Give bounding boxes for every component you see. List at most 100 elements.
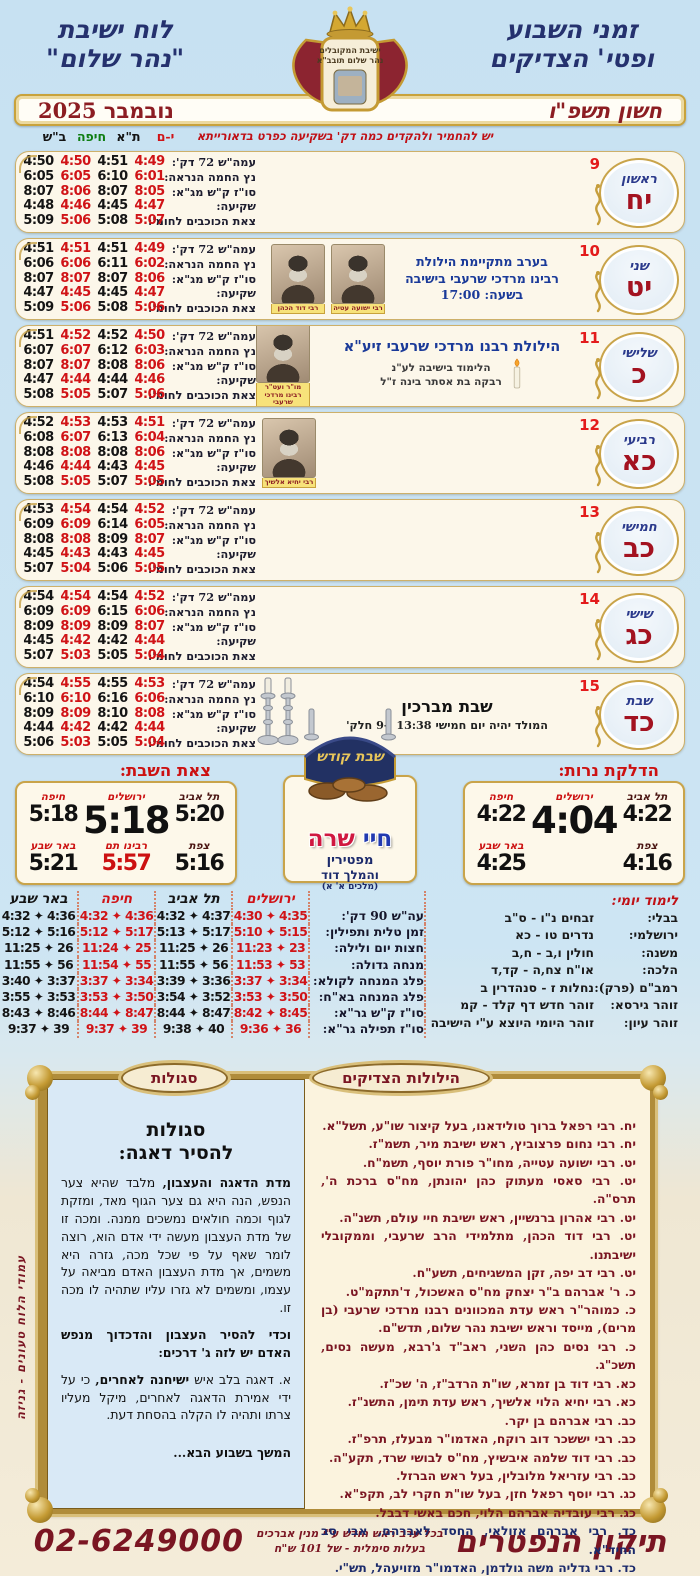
day-badge: רביעי כא	[599, 419, 679, 489]
zmanim-row: עמה"ש 72 דק': 4:50 4:52 4:52 4:51	[20, 328, 256, 344]
zman-label: שקיעה:	[216, 721, 256, 736]
time-jerusalem: 8:06	[134, 444, 165, 460]
zmanim-times: עמה"ש 72 דק': 4:52 4:54 4:54 4:54 נץ החמ…	[16, 587, 256, 667]
zmanim-row: סו"ז ק"ש מג"א: 8:06 8:08 8:07 8:07	[20, 357, 256, 374]
hebrew-date: כא	[621, 445, 657, 477]
range-jerusalem: 11:23 ✦ 23	[231, 940, 308, 957]
day-name: חמישי	[621, 519, 657, 535]
gold-flourish-icon	[590, 184, 606, 230]
time-telaviv: 6:11	[97, 255, 128, 271]
time-jerusalem: 4:46	[134, 372, 165, 388]
time-beersheva: 8:07	[23, 357, 54, 373]
gold-flourish-icon	[590, 706, 606, 752]
zmanim-row: עמה"ש 72 דק': 4:52 4:54 4:54 4:53	[20, 502, 256, 518]
title-right-line1: זמני השבוע	[505, 15, 638, 44]
time-telaviv: 5:05	[97, 648, 128, 664]
time-telaviv: 8:08	[97, 357, 128, 373]
header-haifa: חיפה	[77, 891, 154, 907]
time-telaviv: 4:42	[97, 633, 128, 649]
header-jerusalem: ירושלים	[231, 891, 308, 907]
zman-label: עמה"ש 72 דק':	[171, 242, 256, 256]
segulot-continuation: המשך בשבוע הבא...	[173, 1445, 291, 1461]
hilula-item: יט. רבי דוד הכהן, מתלמידי הרב שרעבי, וממ…	[321, 1228, 636, 1262]
time-jerusalem: 6:04	[134, 429, 165, 445]
study-row: ירושלמי: נדרים טו - כא	[426, 926, 678, 943]
gold-flourish-icon	[590, 358, 606, 404]
study-value: חולין ו,ב - ח,ב	[511, 944, 594, 960]
hebrew-date: כב	[623, 532, 655, 564]
week-table-row: זמן טלית ותפילין: 5:10 ✦ 5:15 5:13 ✦ 5:1…	[0, 924, 426, 941]
range-haifa: 5:12 ✦ 5:17	[77, 924, 154, 941]
city-time-cell: חיפה 5:18	[23, 791, 83, 838]
haftara-text: והמלך דוד	[321, 868, 379, 882]
hilula-item: כב. רבי עזריאל מלובלין, בעל ראש הברזל.	[396, 1467, 636, 1483]
day-content	[256, 152, 588, 232]
week-table-body: עה"ש 90 דק': 4:30 ✦ 4:35 4:32 ✦ 4:37 4:3…	[0, 908, 426, 1038]
day-badge: ראשון יח	[599, 158, 679, 228]
city-time: 4:04	[530, 799, 619, 843]
time-haifa: 5:05	[60, 387, 91, 403]
zman-label: צאת הכוכבים לחומ':	[148, 301, 256, 316]
time-jerusalem: 6:01	[134, 168, 165, 184]
time-telaviv: 4:54	[97, 589, 128, 604]
announcement-line3: בשעה: 17:00	[440, 287, 524, 303]
range-beersheva: 11:25 ✦ 26	[3, 941, 74, 956]
time-jerusalem: 8:07	[134, 531, 165, 547]
study-value: זוהר היומי היוצא ע"י הישיבה	[430, 1014, 594, 1030]
hilula-item: כ. רבי נסים כהן השני, ראב"ד ג'רבא, מעשה …	[321, 1338, 636, 1373]
time-jerusalem: 8:05	[134, 183, 165, 199]
zman-label: סו"ז ק"ש מג"א:	[171, 619, 256, 634]
candle-lighting-column: הדלקת נרות: תל אביב 4:22 ירושלים 4:04 חי…	[463, 761, 685, 885]
time-telaviv: 4:45	[97, 198, 128, 214]
hilula-item: יט. רבי סאסי מעתוק כהן יהונתן, מח"ס ברכת…	[321, 1172, 636, 1207]
time-telaviv: 4:52	[97, 328, 128, 343]
time-beersheva: 4:47	[23, 372, 54, 388]
city-time-cell	[531, 840, 617, 875]
week-table-row: סו"ז ק"ש גר"א: 8:42 ✦ 8:45 8:44 ✦ 8:47 8…	[0, 1005, 426, 1022]
rabbi-photo: מו"ר ועט"ר רבינו מרדכי שרעבי	[256, 326, 310, 406]
time-beersheva: 5:08	[23, 387, 54, 403]
time-haifa: 5:03	[60, 735, 91, 751]
rabbi-photo: רבי דוד הכהן	[271, 243, 325, 315]
study-row: משנה: חולין ו,ב - ח,ב	[426, 944, 678, 961]
zman-label: סו"ז ק"ש מג"א:	[171, 271, 256, 286]
time-beersheva: 6:06	[23, 255, 54, 271]
time-beersheva: 6:05	[23, 168, 54, 184]
day-badge: חמישי כב	[599, 506, 679, 576]
time-beersheva: 8:08	[23, 531, 54, 547]
city-label: באר שבע	[30, 839, 76, 852]
time-beersheva: 4:46	[23, 459, 54, 475]
hilula-item: כא. רבי דוד בן זמרא, שו"ת הרדב"ז, ה' שכ"…	[379, 1375, 637, 1391]
zmanim-row: סו"ז ק"ש מג"א: 8:08 8:10 8:09 8:09	[20, 706, 256, 722]
segulot-p2: וכדי להסיר העצבון והדכדוך מנפש האדם יש ל…	[61, 1327, 291, 1360]
segulot-p1-rest: מלבד שהיא צער הנפש, הנה היא גם צער הגוף …	[61, 1175, 291, 1316]
gold-flourish-icon	[590, 532, 606, 578]
week-table-row: סו"ז תפילה גר"א: 9:36 ✦ 36 9:38 ✦ 40 9:3…	[0, 1021, 426, 1038]
time-haifa: 4:45	[60, 285, 91, 301]
study-value: נדרים טו - כא	[515, 927, 594, 943]
range-haifa: 9:37 ✦ 39	[77, 1021, 154, 1038]
hebrew-date: יט	[625, 271, 653, 303]
day-badge-zone: 10 שני יט	[579, 239, 684, 319]
time-jerusalem: 6:02	[134, 255, 165, 271]
city-time-cell: ירושלים 5:18	[83, 791, 171, 839]
range-haifa: 11:54 ✦ 55	[77, 956, 154, 973]
time-haifa: 4:42	[60, 633, 91, 649]
civil-date: 9	[589, 155, 600, 173]
candlesticks-icon	[256, 676, 300, 752]
time-beersheva: 8:07	[23, 183, 54, 199]
city-label: תל אביב	[178, 791, 220, 804]
time-jerusalem: 5:04	[134, 735, 165, 751]
time-haifa: 5:03	[60, 648, 91, 664]
study-label: זוהר גירסא:	[610, 997, 678, 1013]
segulot-paragraph-2: וכדי להסיר העצבון והדכדוך מנפש האדם יש ל…	[61, 1326, 291, 1362]
time-telaviv: 4:42	[97, 720, 128, 736]
time-haifa: 6:09	[60, 516, 91, 532]
time-haifa: 4:55	[60, 676, 91, 691]
day-content: הילולת רבנו מרדכי שרעבי זיע"א הלימוד ביש…	[256, 326, 588, 406]
study-label: זוהר עיון:	[623, 1014, 678, 1030]
time-telaviv: 6:15	[97, 603, 128, 619]
study-value: נחלות ז - סנהדרין ב	[480, 979, 594, 995]
city-time-cell: רבינו תם 5:57	[83, 840, 169, 875]
